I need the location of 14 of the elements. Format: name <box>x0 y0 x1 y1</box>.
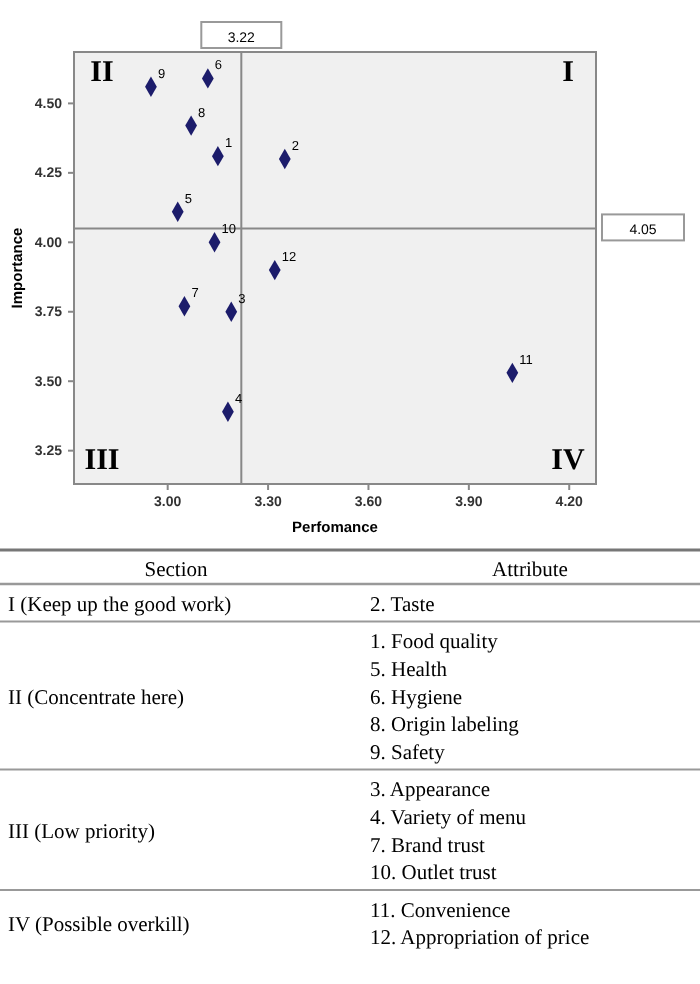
text: II (Concentrate here) <box>8 687 186 710</box>
text: 11. Convenience 12. Appropriation of price <box>370 900 590 951</box>
text: Attribute <box>492 560 569 582</box>
text: 3. Appearance 4. Variety of menu 7. Brand trust 10. Outlet trust <box>370 780 528 886</box>
annotation: II <box>90 56 114 89</box>
text: 2. Taste <box>370 594 436 617</box>
annotation: I <box>562 56 575 89</box>
text: Section <box>144 560 209 582</box>
text: I (Keep up the good work) <box>8 594 233 617</box>
text: 1. Food quality 5. Health 6. Hygiene 8. Origin labeling 9. Safety <box>370 632 521 765</box>
text: III (Low priority) <box>8 821 156 844</box>
annotation: IV <box>551 444 585 477</box>
annotation: III <box>84 444 120 477</box>
text: IV (Possible overkill) <box>8 914 191 937</box>
